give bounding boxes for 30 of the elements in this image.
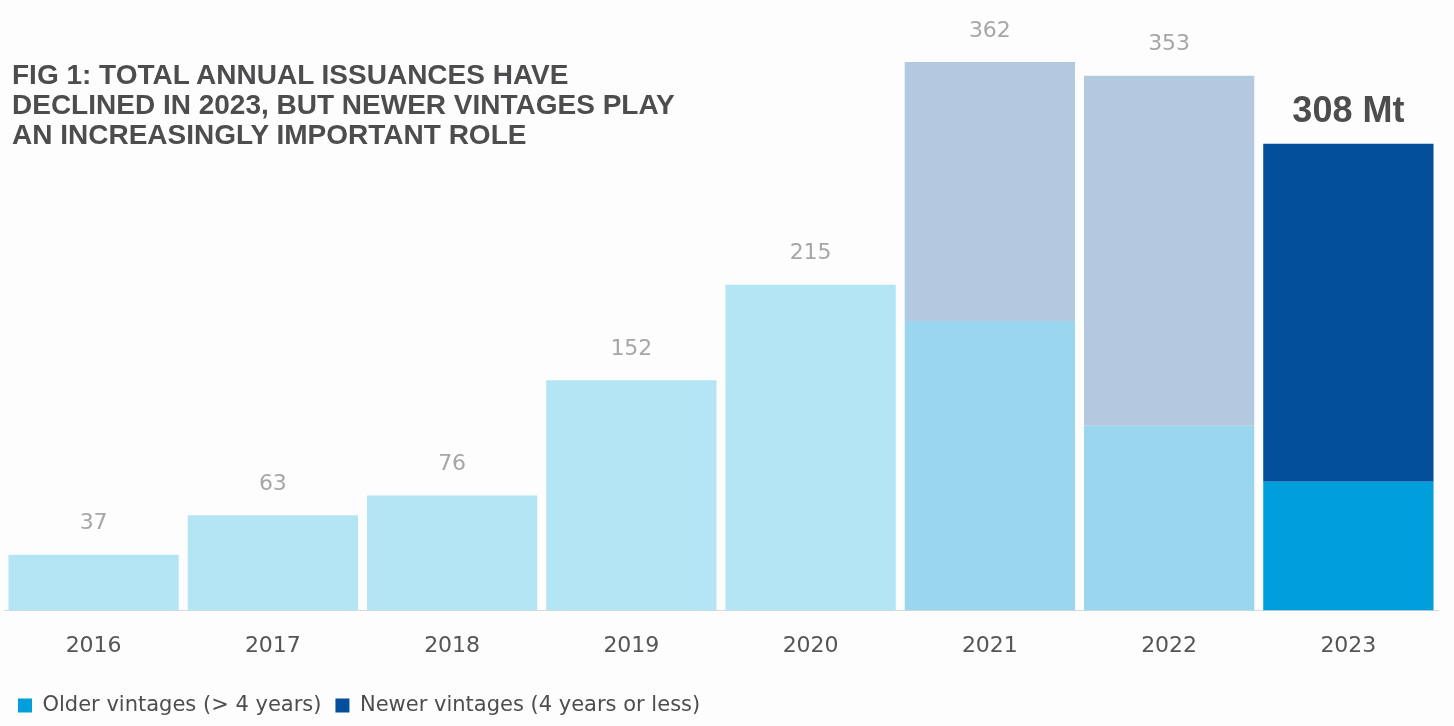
annotation: 362	[968, 16, 1011, 42]
annotation: 308 Mt	[1292, 88, 1405, 130]
annotation: 215	[789, 239, 832, 265]
x-tick-label: 2023	[1320, 631, 1377, 657]
bar	[366, 495, 538, 611]
bar	[725, 284, 896, 611]
bar	[1083, 75, 1255, 426]
bar	[904, 62, 1076, 321]
annotation: 63	[258, 469, 287, 495]
bar	[904, 320, 1076, 611]
bar	[1263, 143, 1434, 482]
annotation: 152	[610, 334, 653, 360]
bar	[546, 380, 717, 611]
legend-label: Newer vintages (4 years or less)	[359, 691, 701, 716]
annotation: 37	[79, 509, 108, 535]
x-tick-label: 2019	[603, 631, 660, 657]
x-tick-label: 2018	[424, 631, 481, 657]
text: FIG 1: TOTAL ANNUAL ISSUANCES HAVE DECLINED IN 2023, BUT NEWER VINTAGES PLAY AN INCREASINGLY IMPORTANT ROLE	[12, 59, 676, 150]
annotation: 76	[438, 450, 467, 476]
x-tick-label: 2016	[65, 631, 122, 657]
x-tick-label: 2020	[782, 631, 839, 657]
bar	[1083, 425, 1255, 611]
legend-label: Older vintages (> 4 years)	[42, 691, 322, 716]
x-tick-label: 2021	[961, 631, 1018, 657]
annotation: 353	[1148, 30, 1191, 56]
x-tick-label: 2017	[244, 631, 301, 657]
bar	[1263, 481, 1434, 611]
bar	[8, 554, 179, 611]
x-tick-label: 2022	[1141, 631, 1198, 657]
bar	[187, 515, 359, 611]
